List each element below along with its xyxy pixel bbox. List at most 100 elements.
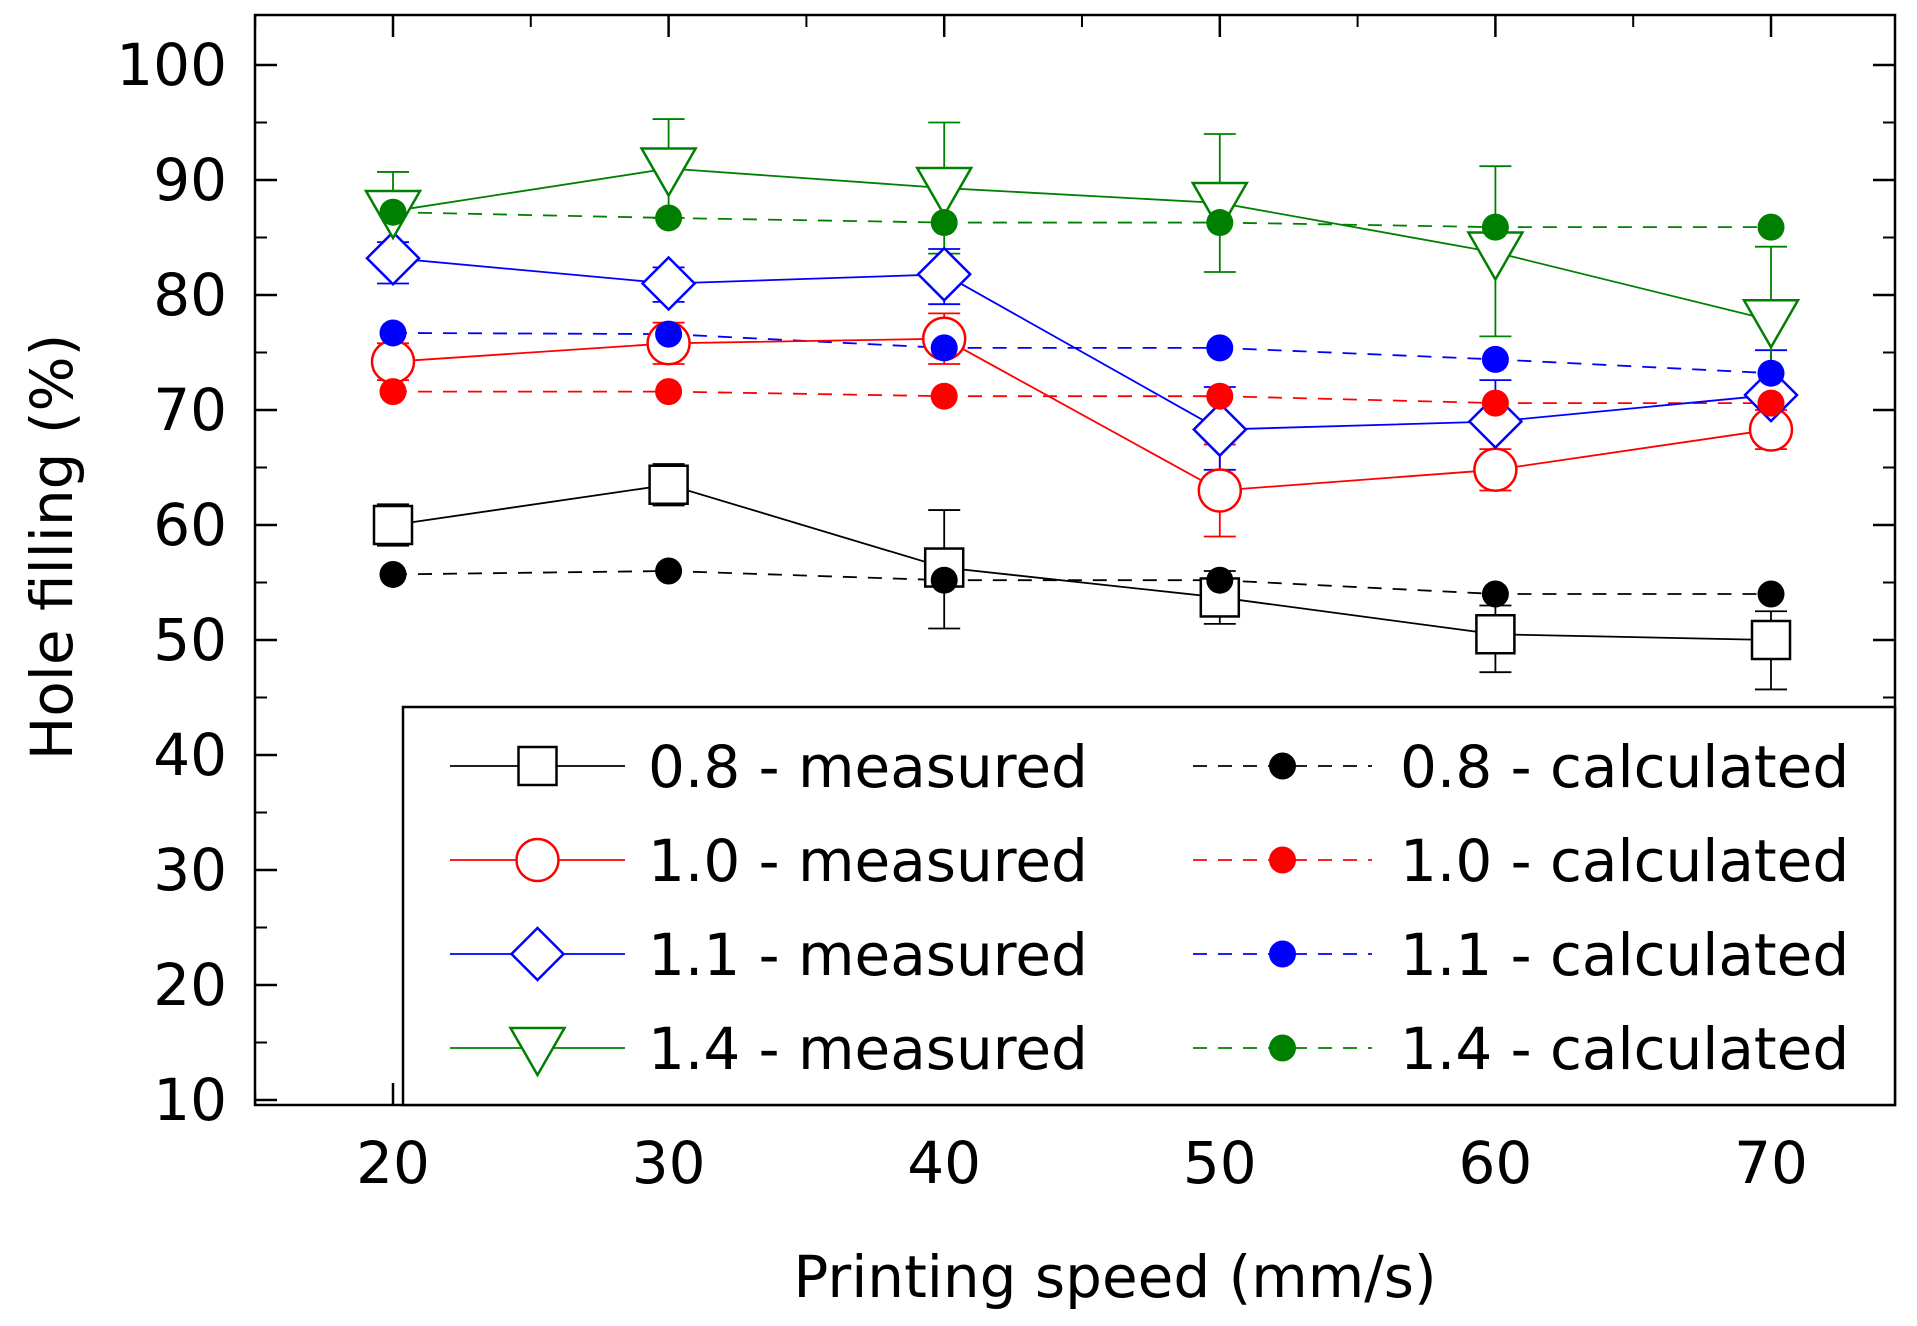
- data-point: [915, 166, 974, 218]
- data-point: [655, 204, 683, 232]
- data-point: [655, 557, 683, 585]
- x-tick-label: 20: [356, 1129, 430, 1197]
- data-point: [379, 319, 407, 347]
- legend: 0.8 - measured 1.0 - measured 1.1 - measur…: [401, 705, 1897, 1107]
- legend-label: 1.0 - calculated: [1400, 827, 1849, 895]
- legend-marker: [1269, 752, 1296, 780]
- data-point: [648, 464, 689, 505]
- legend-marker: [509, 926, 566, 982]
- data-point: [1750, 619, 1792, 661]
- data-point: [1757, 213, 1785, 241]
- data-point: [1206, 566, 1234, 594]
- data-point: [1197, 468, 1243, 513]
- data-point: [1206, 382, 1234, 410]
- legend-marker: [515, 837, 560, 883]
- x-tick-label: 30: [632, 1129, 706, 1197]
- y-tick-label: 30: [153, 836, 227, 904]
- series-line: [392, 337, 1772, 492]
- x-tick-label: 70: [1734, 1129, 1808, 1197]
- data-point: [655, 378, 683, 406]
- legend-marker: [1269, 1034, 1296, 1062]
- y-tick-label: 100: [116, 31, 227, 99]
- plot-marks: [363, 118, 1801, 691]
- legend-label: 1.1 - measured: [648, 921, 1088, 989]
- data-point: [1741, 299, 1801, 350]
- x-tick-label: 50: [1183, 1129, 1257, 1197]
- legend-label: 1.4 - calculated: [1400, 1015, 1849, 1083]
- legend-marker: [517, 745, 558, 787]
- legend-label: 0.8 - measured: [648, 733, 1088, 801]
- y-tick-label: 80: [153, 261, 227, 329]
- data-point: [916, 246, 972, 303]
- legend-item-1-0-measured: 1.0 - measured: [450, 827, 1088, 895]
- data-point: [1190, 181, 1249, 233]
- y-tick-label: 20: [153, 951, 227, 1019]
- legend-item-0-8-measured: 0.8 - measured: [450, 733, 1088, 801]
- series-0-8-calculated: [392, 570, 1771, 595]
- series-line: [393, 390, 1771, 405]
- data-point: [1481, 213, 1509, 241]
- series-line: [392, 483, 1772, 641]
- legend-label: 0.8 - calculated: [1400, 733, 1849, 801]
- x-tick-label: 40: [907, 1129, 981, 1197]
- data-point: [1757, 389, 1785, 417]
- data-point: [1481, 345, 1509, 373]
- data-point: [930, 334, 958, 362]
- y-axis-title: Hole filling (%): [18, 334, 86, 761]
- legend-item-1-0-calculated: 1.0 - calculated: [1193, 827, 1849, 895]
- legend-marker: [1269, 846, 1296, 874]
- legend-item-1-1-calculated: 1.1 - calculated: [1193, 921, 1849, 989]
- y-tick-label: 70: [153, 376, 227, 444]
- legend-item-1-1-measured: 1.1 - measured: [450, 921, 1088, 989]
- y-tick-label: 40: [153, 721, 227, 789]
- data-point: [1481, 580, 1509, 608]
- data-point: [372, 504, 414, 546]
- series-line: [392, 257, 1772, 431]
- data-point: [379, 378, 407, 406]
- legend-item-1-4-measured: 1.4 - measured: [450, 1015, 1088, 1083]
- y-tick-label: 60: [153, 491, 227, 559]
- data-point: [639, 147, 698, 199]
- legend-label: 1.4 - measured: [648, 1015, 1088, 1083]
- data-point: [1475, 614, 1516, 655]
- legend-label: 1.1 - calculated: [1400, 921, 1849, 989]
- series-line: [392, 570, 1771, 595]
- data-point: [930, 209, 958, 237]
- x-tick-label: 60: [1458, 1129, 1532, 1197]
- data-point: [640, 255, 697, 312]
- data-point: [655, 320, 683, 348]
- series-1-1-calculated: [392, 332, 1772, 375]
- y-tick-label: 10: [153, 1066, 227, 1134]
- data-point: [930, 566, 958, 594]
- data-point: [1757, 359, 1785, 387]
- y-tick-label: 90: [153, 146, 227, 214]
- data-point: [1467, 393, 1524, 450]
- series-line: [392, 332, 1772, 375]
- data-point: [1206, 334, 1234, 362]
- data-point: [379, 198, 407, 226]
- data-point: [365, 230, 421, 286]
- data-point: [1481, 389, 1509, 417]
- axes: 10 20 30 40 50 60 70 80 90 100 20 30 40 50 60 70: [116, 15, 1895, 1197]
- data-point: [1206, 209, 1234, 237]
- legend-marker: [1269, 940, 1296, 968]
- data-point: [930, 382, 958, 410]
- series-1-0-calculated: [393, 390, 1771, 405]
- legend-marker: [508, 1026, 567, 1078]
- data-point: [379, 560, 407, 588]
- series-1-4-calculated: [392, 211, 1771, 229]
- data-point: [370, 339, 416, 384]
- data-point: [1473, 447, 1518, 493]
- series-line: [392, 211, 1771, 229]
- data-point: [1192, 401, 1248, 458]
- legend-item-0-8-calculated: 0.8 - calculated: [1193, 733, 1849, 801]
- legend-box: [401, 705, 1897, 1107]
- legend-item-1-4-calculated: 1.4 - calculated: [1193, 1015, 1849, 1083]
- series-line: [392, 167, 1772, 322]
- data-point: [1757, 580, 1785, 608]
- x-axis-title: Printing speed (mm/s): [793, 1243, 1436, 1311]
- y-tick-label: 50: [153, 606, 227, 674]
